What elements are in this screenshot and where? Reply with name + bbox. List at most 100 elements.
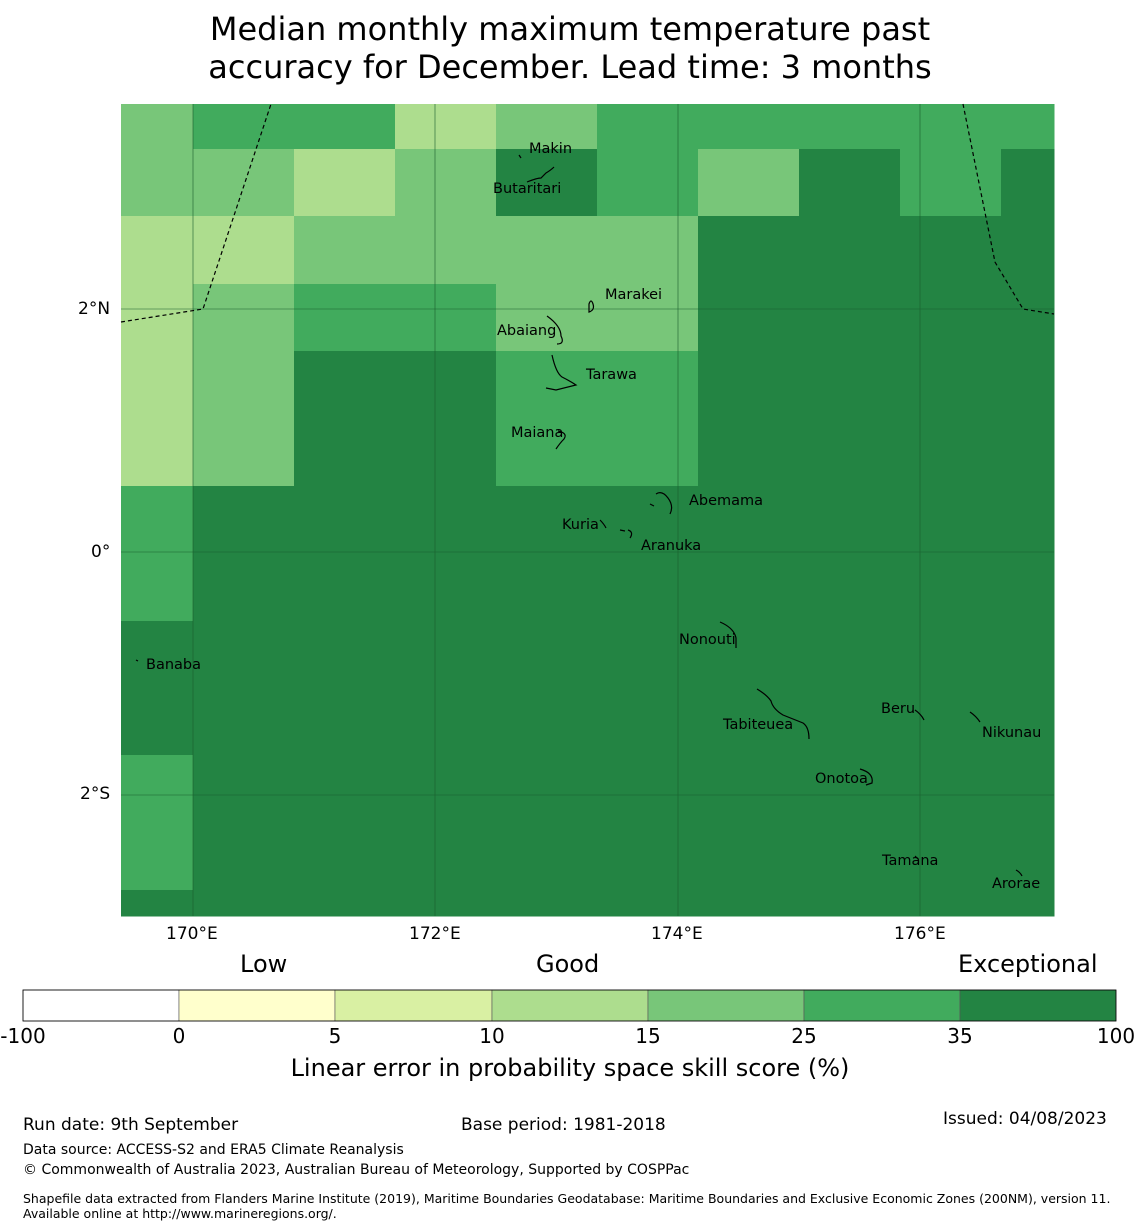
- skill-cell: [395, 284, 497, 352]
- island-coastlines: [135, 154, 1023, 877]
- skill-cell: [294, 104, 396, 150]
- category-good: Good: [536, 950, 600, 978]
- skill-cell: [294, 284, 396, 352]
- skill-cell: [121, 621, 194, 756]
- coast-nonouti: [719, 621, 737, 648]
- skill-cell: [395, 149, 497, 217]
- skill-cell: [395, 890, 497, 917]
- copyright: © Commonwealth of Australia 2023, Austra…: [23, 1162, 690, 1178]
- colorbar-tick: -100: [0, 1024, 46, 1048]
- skill-cell: [597, 149, 699, 217]
- skill-cell: [193, 890, 295, 917]
- skill-cell: [900, 284, 1002, 352]
- skill-cell: [698, 149, 800, 217]
- island-label-beru: Beru: [881, 701, 916, 717]
- skill-cell: [121, 284, 194, 352]
- skill-cell: [496, 755, 598, 891]
- colorbar-segment: [959, 989, 1117, 1022]
- island-label-kuria: Kuria: [562, 517, 599, 533]
- skill-cell: [698, 890, 800, 917]
- skill-cell: [395, 216, 497, 285]
- island-label-maiana: Maiana: [511, 425, 564, 441]
- island-label-nikunau: Nikunau: [982, 725, 1042, 741]
- skill-cell: [799, 486, 901, 622]
- coast-tamana: [914, 855, 919, 860]
- skill-cell: [294, 351, 396, 487]
- skill-cell: [900, 351, 1002, 487]
- island-label-arorae: Arorae: [992, 876, 1041, 892]
- colorbar-segment: [647, 989, 805, 1022]
- skill-cell: [395, 486, 497, 622]
- colorbar-tick: 15: [635, 1024, 661, 1048]
- skill-cell: [496, 284, 598, 352]
- colorbar-tick: 5: [328, 1024, 342, 1048]
- lon-tick-174e: 174°E: [651, 924, 703, 944]
- title-line-1: Median monthly maximum temperature past: [209, 10, 931, 48]
- eez-boundary-west: [120, 103, 272, 323]
- skill-cell: [395, 104, 497, 150]
- base-period: Base period: 1981-2018: [461, 1115, 666, 1135]
- skill-cell: [799, 284, 901, 352]
- skill-cell: [900, 149, 1002, 217]
- island-label-tabiteuea: Tabiteuea: [723, 717, 794, 733]
- skill-cell: [1001, 104, 1055, 150]
- coast-marakei: [588, 300, 595, 313]
- skill-cell: [121, 890, 194, 917]
- skill-cell: [121, 216, 194, 285]
- colorbar-segment: [803, 989, 961, 1022]
- coast-banaba: [135, 659, 139, 662]
- skill-cell: [597, 216, 699, 285]
- skill-cell: [193, 216, 295, 285]
- skill-cell: [799, 351, 901, 487]
- colorbar-tick: 0: [172, 1024, 186, 1048]
- issued-date: Issued: 04/08/2023: [943, 1109, 1107, 1129]
- data-source: Data source: ACCESS-S2 and ERA5 Climate …: [23, 1142, 404, 1158]
- eez-boundary-east: [962, 103, 1055, 315]
- skill-cell: [1001, 486, 1055, 622]
- colorbar-tick: 25: [791, 1024, 817, 1048]
- colorbar-tick: 35: [947, 1024, 973, 1048]
- skill-grid: [121, 104, 1055, 917]
- skill-cell: [1001, 621, 1055, 756]
- colorbar-segment: [334, 989, 493, 1022]
- colorbar-tick: 10: [479, 1024, 505, 1048]
- skill-cell: [395, 621, 497, 756]
- skill-cell: [597, 486, 699, 622]
- skill-cell: [193, 149, 295, 217]
- skill-cell: [496, 216, 598, 285]
- skill-cell: [799, 149, 901, 217]
- island-label-abaiang: Abaiang: [497, 323, 557, 339]
- graticule: [121, 104, 1054, 916]
- island-label-tamana: Tamana: [882, 853, 939, 869]
- skill-cell: [294, 755, 396, 891]
- colorbar-frame: [22, 989, 1117, 1022]
- skill-cell: [900, 486, 1002, 622]
- lon-tick-170e: 170°E: [166, 924, 218, 944]
- skill-cell: [900, 104, 1002, 150]
- colorbar-tick: 100: [1096, 1024, 1136, 1048]
- lon-tick-176e: 176°E: [894, 924, 946, 944]
- skill-cell: [799, 755, 901, 891]
- skill-cell: [1001, 149, 1055, 217]
- skill-cell: [496, 351, 598, 487]
- skill-cell: [294, 621, 396, 756]
- skill-cell: [698, 104, 800, 150]
- skill-cell: [698, 351, 800, 487]
- skill-cell: [496, 149, 598, 217]
- colorbar-segment: [491, 989, 649, 1022]
- skill-cell: [193, 351, 295, 487]
- skill-cell: [698, 486, 800, 622]
- coast-butaritari: [526, 166, 555, 183]
- skill-cell: [597, 104, 699, 150]
- skill-cell: [1001, 755, 1055, 891]
- skill-cell: [395, 755, 497, 891]
- skill-cell: [294, 486, 396, 622]
- coast-tarawa: [545, 354, 578, 391]
- category-exceptional: Exceptional: [958, 950, 1098, 978]
- lon-tick-172e: 172°E: [409, 924, 461, 944]
- island-label-abemama: Abemama: [689, 493, 764, 509]
- island-label-tarawa: Tarawa: [586, 367, 637, 383]
- coast-nikunau: [969, 711, 981, 723]
- skill-cell: [900, 890, 1002, 917]
